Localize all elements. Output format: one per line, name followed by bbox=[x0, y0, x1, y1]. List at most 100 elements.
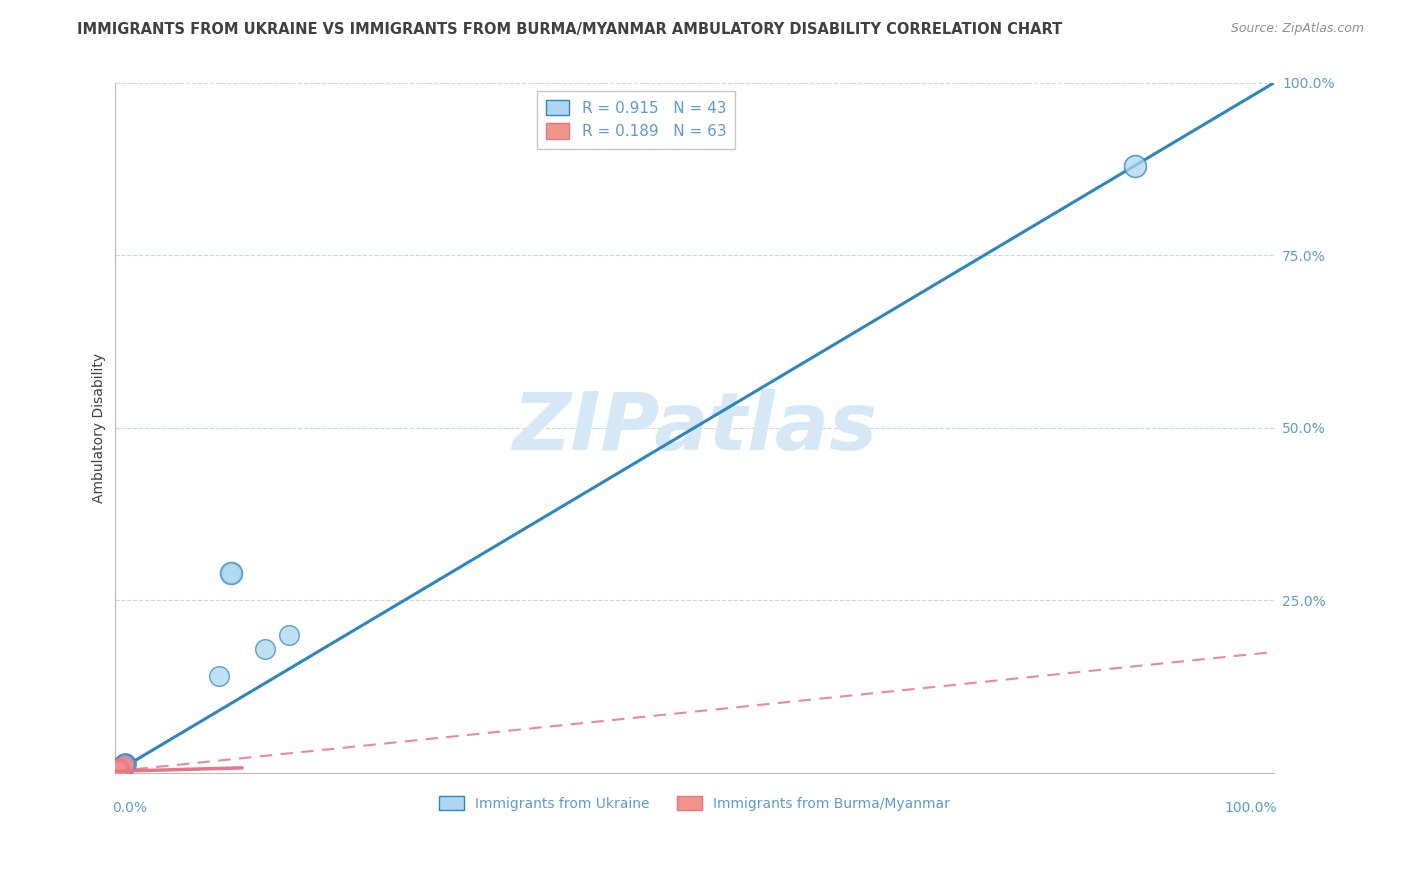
Point bbox=[105, 764, 128, 778]
Point bbox=[110, 760, 132, 774]
Legend: R = 0.915   N = 43, R = 0.189   N = 63: R = 0.915 N = 43, R = 0.189 N = 63 bbox=[537, 91, 735, 149]
Point bbox=[105, 764, 128, 778]
Point bbox=[105, 764, 128, 778]
Point bbox=[104, 764, 127, 779]
Point bbox=[108, 762, 131, 776]
Point bbox=[110, 761, 132, 775]
Point bbox=[105, 764, 128, 778]
Text: 100.0%: 100.0% bbox=[1225, 800, 1277, 814]
Point bbox=[110, 762, 132, 776]
Point bbox=[105, 764, 128, 778]
Point bbox=[105, 764, 128, 778]
Point bbox=[105, 764, 128, 778]
Text: Source: ZipAtlas.com: Source: ZipAtlas.com bbox=[1230, 22, 1364, 36]
Point bbox=[111, 758, 134, 772]
Point bbox=[107, 762, 129, 776]
Point bbox=[107, 762, 129, 776]
Point bbox=[107, 762, 129, 776]
Point bbox=[110, 761, 132, 775]
Point bbox=[104, 764, 127, 779]
Point bbox=[107, 763, 129, 777]
Point bbox=[105, 764, 128, 778]
Point bbox=[105, 764, 128, 778]
Point bbox=[105, 764, 128, 778]
Point bbox=[107, 762, 129, 776]
Point bbox=[219, 566, 242, 580]
Point bbox=[108, 762, 131, 776]
Point bbox=[105, 764, 128, 778]
Point bbox=[107, 763, 129, 777]
Point bbox=[105, 764, 128, 778]
Point bbox=[107, 763, 129, 777]
Point bbox=[107, 762, 129, 776]
Point bbox=[107, 762, 129, 776]
Point bbox=[104, 764, 127, 779]
Point bbox=[105, 764, 128, 778]
Point bbox=[112, 757, 135, 772]
Point bbox=[112, 758, 135, 772]
Point bbox=[105, 764, 128, 778]
Point bbox=[105, 764, 128, 778]
Point bbox=[114, 756, 136, 770]
Point bbox=[108, 762, 131, 776]
Point bbox=[105, 764, 128, 778]
Point bbox=[104, 764, 127, 779]
Point bbox=[108, 762, 131, 776]
Point bbox=[104, 764, 127, 779]
Point bbox=[108, 762, 131, 776]
Point bbox=[107, 762, 129, 776]
Point bbox=[108, 762, 131, 776]
Point bbox=[105, 764, 128, 778]
Point bbox=[112, 757, 135, 772]
Point bbox=[110, 760, 132, 774]
Point bbox=[104, 764, 127, 779]
Point bbox=[107, 762, 129, 776]
Point bbox=[107, 763, 129, 777]
Point bbox=[277, 628, 299, 642]
Point bbox=[110, 760, 132, 774]
Point bbox=[219, 566, 242, 580]
Point bbox=[105, 764, 128, 778]
Point bbox=[108, 762, 131, 776]
Point bbox=[110, 761, 132, 775]
Point bbox=[107, 762, 129, 776]
Point bbox=[104, 764, 127, 779]
Point bbox=[105, 764, 128, 778]
Point bbox=[105, 764, 128, 778]
Point bbox=[112, 758, 135, 772]
Point bbox=[104, 764, 127, 779]
Point bbox=[108, 762, 131, 776]
Y-axis label: Ambulatory Disability: Ambulatory Disability bbox=[93, 352, 107, 503]
Point bbox=[105, 764, 128, 778]
Point bbox=[110, 760, 132, 774]
Point bbox=[110, 760, 132, 774]
Point bbox=[110, 762, 132, 776]
Point bbox=[254, 641, 277, 656]
Point bbox=[208, 669, 231, 683]
Point bbox=[108, 762, 131, 776]
Point bbox=[110, 762, 132, 776]
Point bbox=[105, 764, 128, 778]
Point bbox=[104, 764, 127, 779]
Point bbox=[107, 762, 129, 776]
Point bbox=[110, 761, 132, 775]
Point bbox=[107, 762, 129, 776]
Point bbox=[107, 762, 129, 776]
Point bbox=[105, 764, 128, 778]
Point bbox=[104, 764, 127, 779]
Point bbox=[105, 764, 128, 778]
Point bbox=[107, 763, 129, 777]
Point bbox=[104, 764, 127, 779]
Point bbox=[107, 763, 129, 777]
Point bbox=[111, 758, 134, 772]
Point bbox=[110, 759, 132, 773]
Point bbox=[105, 764, 128, 778]
Point bbox=[104, 764, 127, 779]
Point bbox=[104, 764, 127, 779]
Point bbox=[107, 762, 129, 776]
Point bbox=[107, 762, 129, 776]
Point bbox=[110, 761, 132, 775]
Point bbox=[111, 759, 134, 773]
Point bbox=[107, 763, 129, 777]
Text: IMMIGRANTS FROM UKRAINE VS IMMIGRANTS FROM BURMA/MYANMAR AMBULATORY DISABILITY C: IMMIGRANTS FROM UKRAINE VS IMMIGRANTS FR… bbox=[77, 22, 1063, 37]
